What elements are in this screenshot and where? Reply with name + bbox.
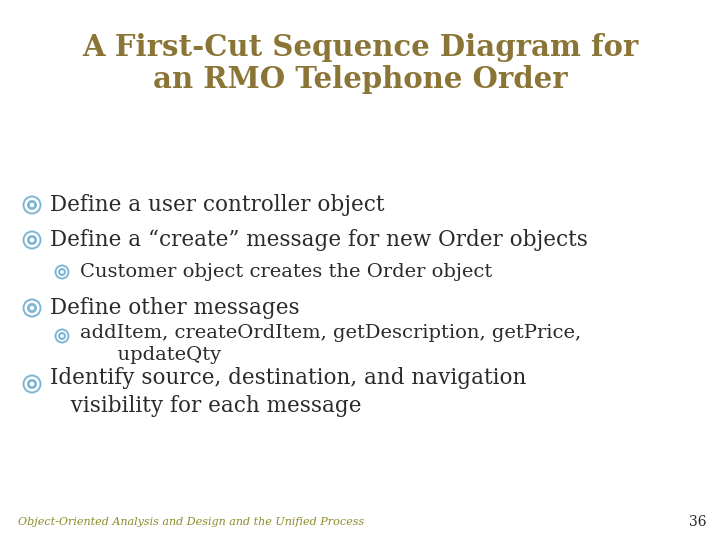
Circle shape xyxy=(58,268,66,276)
Text: Object-Oriented Analysis and Design and the Unified Process: Object-Oriented Analysis and Design and … xyxy=(18,517,364,527)
Text: Define a “create” message for new Order objects: Define a “create” message for new Order … xyxy=(50,229,588,251)
Text: A First-Cut Sequence Diagram for: A First-Cut Sequence Diagram for xyxy=(82,33,638,63)
Circle shape xyxy=(27,303,37,313)
Circle shape xyxy=(30,203,35,207)
Text: Identify source, destination, and navigation
   visibility for each message: Identify source, destination, and naviga… xyxy=(50,367,526,417)
Text: 36: 36 xyxy=(688,515,706,529)
Circle shape xyxy=(30,306,35,310)
Circle shape xyxy=(27,235,37,245)
Circle shape xyxy=(58,332,66,340)
Text: Define other messages: Define other messages xyxy=(50,297,300,319)
Text: addItem, createOrdItem, getDescription, getPrice,
      updateQty: addItem, createOrdItem, getDescription, … xyxy=(80,323,581,364)
Circle shape xyxy=(60,270,64,274)
Circle shape xyxy=(60,334,64,338)
Text: Define a user controller object: Define a user controller object xyxy=(50,194,384,216)
Circle shape xyxy=(27,379,37,389)
Text: Customer object creates the Order object: Customer object creates the Order object xyxy=(80,263,492,281)
Circle shape xyxy=(30,382,35,386)
Circle shape xyxy=(27,200,37,210)
Text: an RMO Telephone Order: an RMO Telephone Order xyxy=(153,65,567,94)
Circle shape xyxy=(30,238,35,242)
